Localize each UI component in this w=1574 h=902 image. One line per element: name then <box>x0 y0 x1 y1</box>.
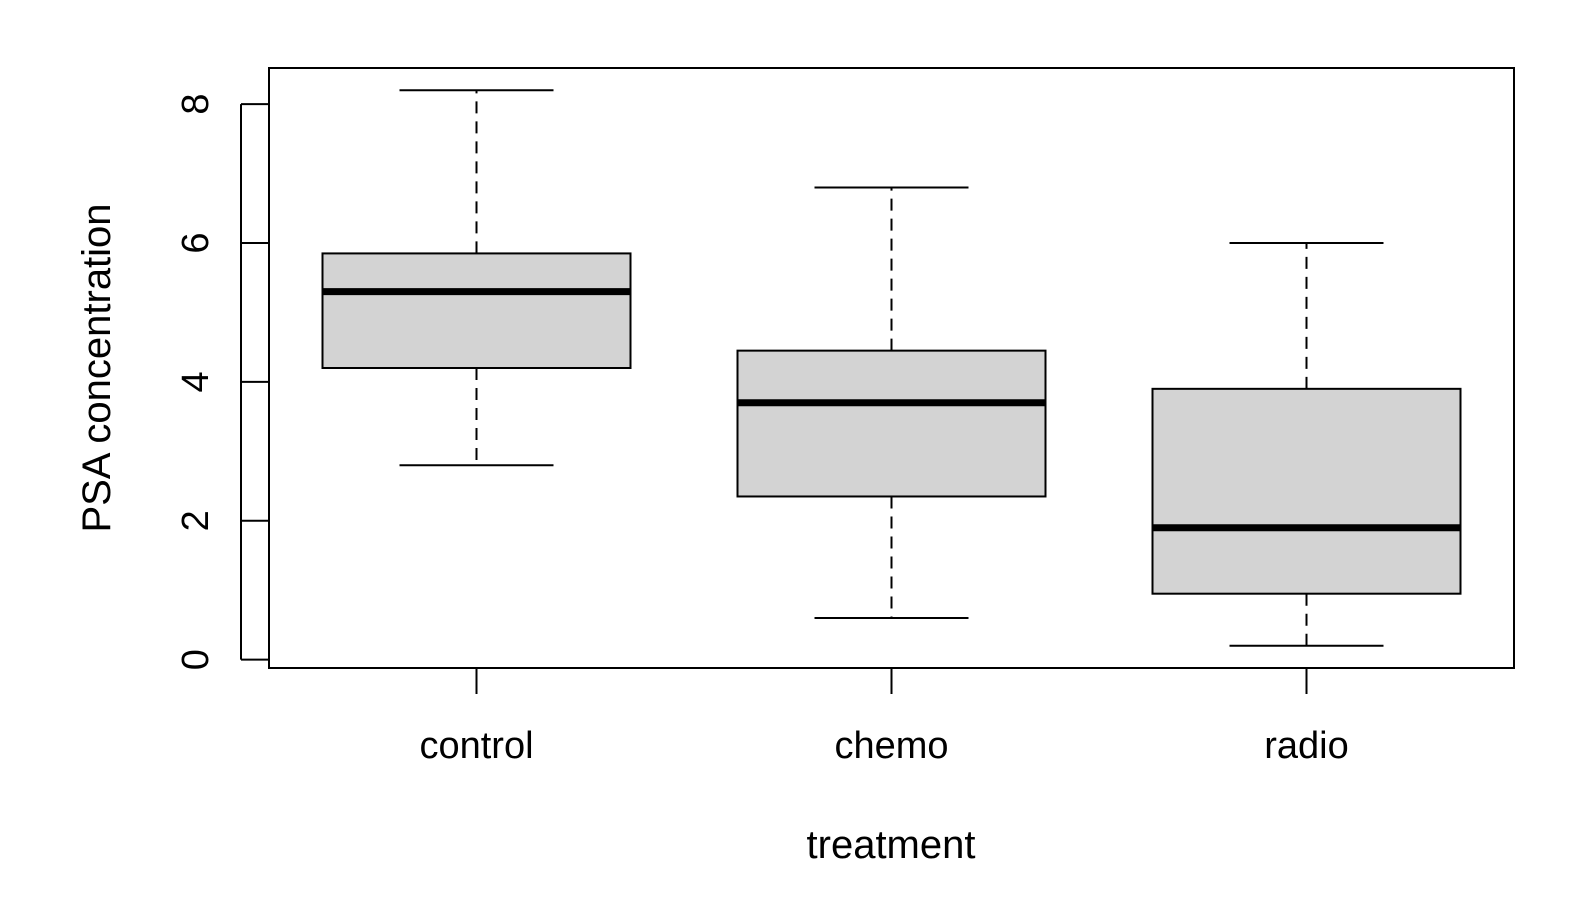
x-tick-label: control <box>419 725 533 767</box>
y-tick-label: 0 <box>175 649 217 670</box>
y-tick-label: 6 <box>175 232 217 253</box>
x-axis-label: treatment <box>807 823 976 867</box>
x-tick-label: chemo <box>834 725 948 767</box>
plot-frame <box>268 67 1515 669</box>
y-tick-label: 2 <box>175 510 217 531</box>
box-chemo <box>736 349 1047 498</box>
plot-area: 0 2 4 6 8 control chemo radio <box>175 67 1515 767</box>
y-tick-label: 8 <box>175 94 217 115</box>
box-radio <box>1151 387 1462 595</box>
y-tick-label: 4 <box>175 371 217 392</box>
box-control <box>321 252 632 370</box>
y-axis-label: PSA concentration <box>75 203 119 532</box>
x-tick-label: radio <box>1264 725 1349 767</box>
